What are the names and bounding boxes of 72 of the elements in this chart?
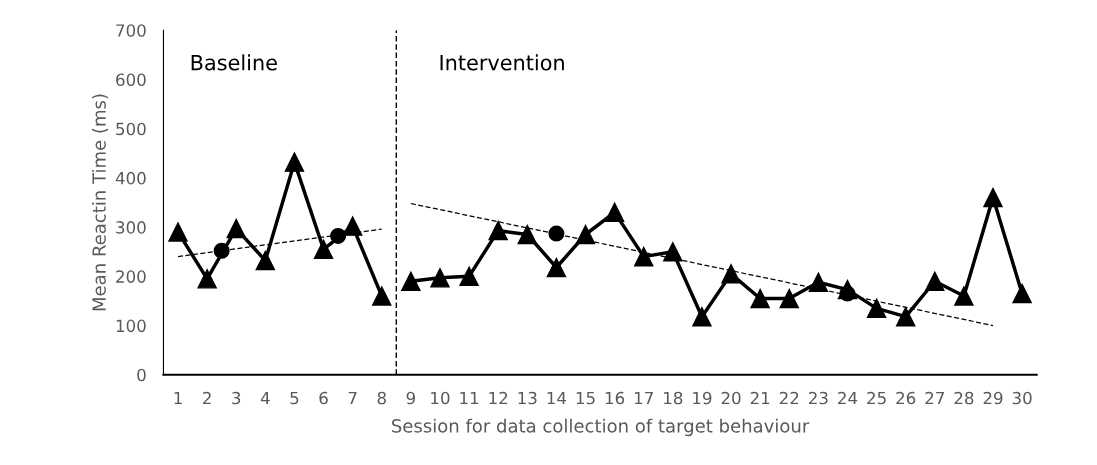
annotation: Baseline [191,54,277,71]
y-tick-label: 0 [137,368,146,382]
point [430,268,450,288]
point [284,152,305,172]
y-tick-label: 600 [116,73,146,87]
x-tick-label: 2 [203,391,211,405]
point [808,272,829,292]
point [954,286,974,306]
x-tick-label: 4 [260,391,270,405]
point [197,269,217,289]
x-tick-label: 11 [460,391,479,405]
x-tick-label: 7 [348,391,357,405]
x-tick-label: 27 [925,391,944,405]
x-tick-label: 12 [489,391,508,405]
y-tick-label: 100 [116,319,146,333]
point [459,266,479,287]
x-tick-label: 28 [954,391,974,405]
x-tick-label: 10 [431,391,450,405]
point [517,224,538,245]
point [983,187,1003,208]
x-tick-label: 15 [576,391,595,405]
point [895,306,916,327]
point [837,279,858,300]
point [575,224,596,245]
y-tick-label: 500 [116,122,146,136]
x-tick-label: 22 [779,391,799,405]
point [313,239,334,259]
point [866,298,887,319]
x-tick-label: 19 [693,391,712,405]
annotation: Intervention [440,54,564,71]
point [1012,283,1032,304]
point [925,271,945,291]
point [168,222,188,242]
point [342,216,363,236]
y-tick-label: 300 [116,221,146,234]
x-axis-title: Session for data collection of target behaviour [392,418,810,437]
x-tick-label: 26 [896,391,916,405]
point [750,288,770,309]
x-tick-label: 21 [750,391,770,405]
x-tick-label: 16 [605,391,625,405]
x-tick-label: 25 [867,391,886,405]
point [604,202,625,223]
point [692,306,712,327]
x-tick-label: 1 [174,391,182,405]
y-tick-label: 700 [116,24,146,37]
x-tick-label: 6 [319,391,328,405]
point [401,271,421,291]
point [255,250,276,271]
point [779,288,799,309]
y-axis-title: Mean Reactin Time (ms) [91,94,109,311]
x-tick-label: 30 [1012,391,1032,405]
x-tick-label: 13 [518,391,537,405]
x-tick-label: 24 [838,391,858,405]
x-tick-label: 23 [808,391,828,405]
x-tick-label: 8 [377,391,386,405]
x-tick-label: 17 [634,391,653,405]
x-tick-label: 20 [721,391,741,405]
x-tick-label: 29 [983,391,1003,405]
point [633,246,654,267]
x-tick-label: 5 [290,391,299,405]
x-tick-label: 18 [664,391,683,405]
point [721,264,741,284]
point [488,220,508,241]
point [548,225,565,242]
point [226,218,246,239]
x-tick-label: 3 [232,391,241,405]
x-tick-label: 9 [406,391,415,405]
y-tick-label: 200 [116,270,146,283]
y-tick-label: 400 [115,171,146,185]
x-tick-label: 14 [547,391,567,405]
point [372,286,392,306]
point [546,257,567,278]
